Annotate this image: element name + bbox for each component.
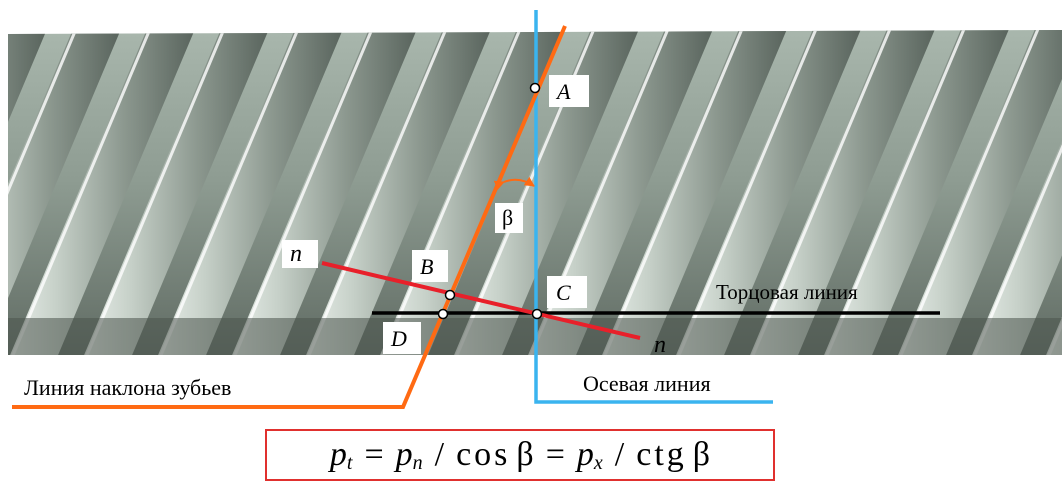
point-a-marker	[529, 82, 541, 94]
point-d-marker	[437, 308, 449, 320]
point-b-label: B	[420, 254, 433, 279]
label-b-bg	[412, 250, 448, 282]
gear-tooth	[230, 30, 421, 355]
angle-beta-label: β	[502, 205, 513, 230]
label-c-bg	[547, 276, 587, 308]
gear-tooth-highlight	[9, 30, 156, 355]
axial-line	[534, 10, 773, 404]
gear-tooth-highlight	[379, 30, 526, 355]
gear-tooth-highlight	[0, 20, 6, 360]
face-line-label: Торцовая линия	[716, 280, 858, 304]
gear-tooth	[8, 30, 199, 355]
formula-ctg: ctg	[636, 436, 687, 473]
formula-equals-2: =	[545, 436, 565, 473]
formula-slash-1: /	[434, 436, 445, 473]
formula-p-n: pn	[395, 436, 423, 474]
gear-tooth-highlight	[8, 30, 82, 355]
normal-top-label: n	[290, 241, 302, 267]
gear-tooth	[970, 30, 1062, 355]
label-n-top-bg	[282, 240, 318, 268]
label-d-bg	[383, 322, 421, 354]
axial-line-label: Осевая линия	[583, 371, 711, 396]
point-a-label: A	[555, 79, 571, 104]
formula-cos: cos	[456, 436, 511, 473]
gear-tooth	[304, 30, 495, 355]
formula-p-x: px	[576, 436, 603, 474]
gear-tooth-highlight	[601, 30, 748, 355]
point-c-label: C	[556, 280, 571, 305]
label-a-bg	[549, 75, 589, 107]
gear-tooth-highlight	[305, 30, 452, 355]
gear-tooth-highlight	[897, 30, 1044, 355]
gear-tooth	[8, 30, 125, 355]
formula-equals-1: =	[364, 436, 384, 473]
point-b-marker	[444, 289, 456, 301]
gear-tooth-highlight	[83, 30, 230, 355]
label-beta-bg	[495, 203, 523, 233]
formula-box: pt = pn / cos β = px / ctg β	[265, 429, 775, 481]
gear-teeth	[0, 20, 1062, 360]
point-c-marker	[531, 308, 543, 320]
gear-tooth-highlight	[675, 30, 822, 355]
gear-tooth-highlight	[157, 30, 304, 355]
gear-tooth	[674, 30, 865, 355]
gear-tooth	[600, 30, 791, 355]
gear-tooth-highlight	[231, 30, 378, 355]
normal-bottom-label: n	[654, 332, 666, 358]
gear-tooth-highlight	[749, 30, 896, 355]
gear-tooth	[82, 30, 273, 355]
angle-beta-arrow	[493, 176, 535, 190]
gear-tooth-highlight	[823, 30, 970, 355]
normal-line	[321, 261, 641, 340]
gear-tooth	[452, 30, 643, 355]
formula-beta-1: β	[516, 436, 534, 473]
gear-tooth	[822, 30, 1013, 355]
gear-tooth	[896, 30, 1062, 355]
formula-beta-2: β	[692, 436, 711, 473]
gear-tooth	[156, 30, 347, 355]
tooth-inclination-line	[12, 25, 567, 409]
tooth-line-label: Линия наклона зубьев	[24, 375, 231, 400]
formula-slash-2: /	[614, 436, 625, 473]
gear-tooth	[526, 30, 717, 355]
formula-p-t: pt	[329, 436, 353, 474]
point-d-label: D	[390, 326, 407, 351]
gear-tooth-highlight	[971, 30, 1062, 355]
gear-tooth	[748, 30, 939, 355]
